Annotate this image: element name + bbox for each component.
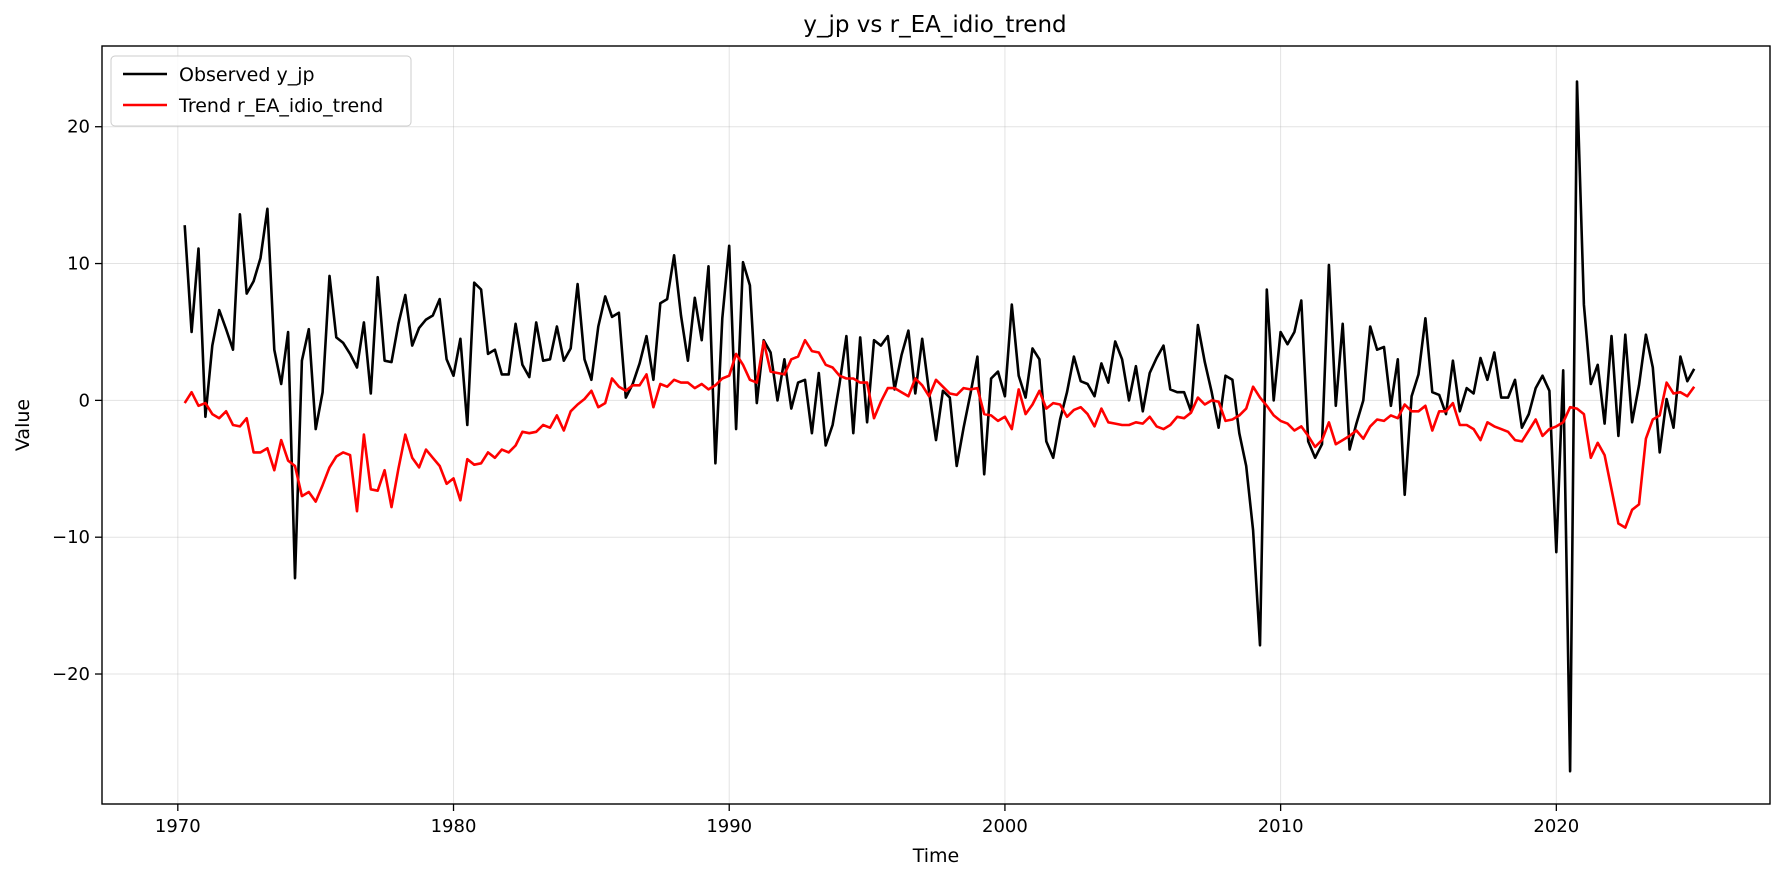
y-tick-label: −20: [52, 664, 90, 685]
legend-entry-trend: Trend r_EA_idio_trend: [178, 95, 383, 117]
y-tick-label: −10: [52, 527, 90, 548]
x-tick-label: 2020: [1533, 816, 1579, 837]
y-tick-label: 10: [67, 254, 90, 275]
x-tick-label: 2000: [982, 816, 1028, 837]
legend: Observed y_jp Trend r_EA_idio_trend: [110, 55, 412, 127]
axes-frame: [101, 45, 1771, 805]
series-lines: [183, 80, 1696, 773]
plot-area: [183, 80, 1696, 773]
x-tick-label: 1990: [706, 816, 752, 837]
x-axis-ticks: 1970 1980 1990 2000 2010 2020: [155, 804, 1579, 837]
chart-title: y_jp vs r_EA_idio_trend: [803, 12, 1066, 38]
x-tick-label: 1980: [431, 816, 477, 837]
legend-box: [110, 55, 412, 127]
x-axis-label: Time: [912, 845, 960, 867]
series-line-observed: [183, 80, 1696, 773]
y-axis-ticks: −20 −10 0 10 20: [52, 117, 102, 685]
x-tick-label: 1970: [155, 816, 201, 837]
y-tick-label: 20: [67, 117, 90, 138]
x-tick-label: 2010: [1258, 816, 1304, 837]
y-axis-label: Value: [12, 399, 34, 451]
series-line-trend: [183, 338, 1696, 529]
legend-entry-observed: Observed y_jp: [179, 64, 315, 86]
y-tick-label: 0: [79, 390, 90, 411]
grid-lines: [102, 46, 1770, 804]
